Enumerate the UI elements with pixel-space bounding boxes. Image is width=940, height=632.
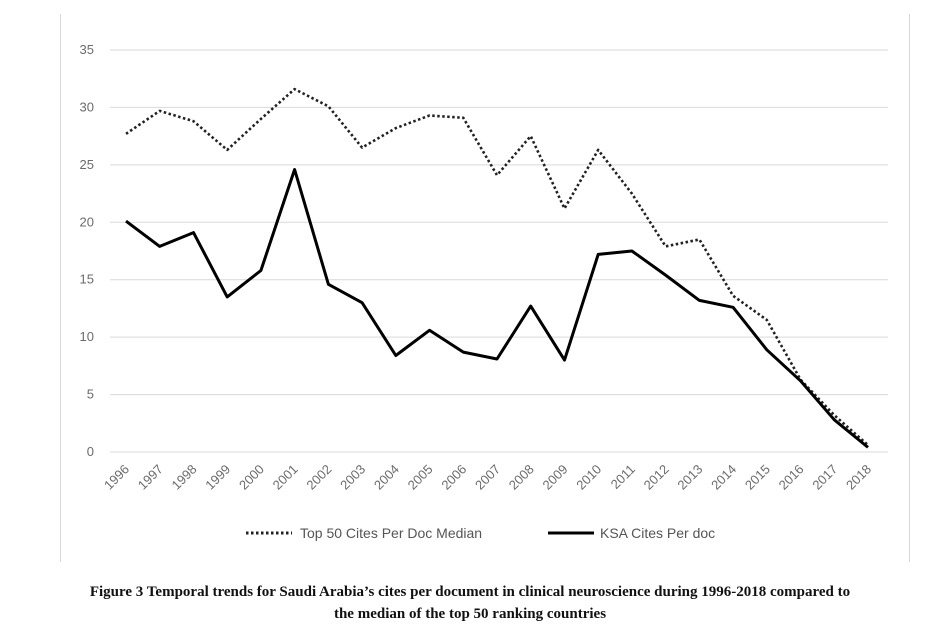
x-tick-label: 2005	[405, 462, 436, 493]
x-tick-label: 2003	[337, 462, 368, 493]
x-tick-label: 2008	[506, 462, 537, 493]
y-tick-label: 15	[80, 272, 94, 287]
x-tick-label: 2012	[641, 462, 672, 493]
y-tick-label: 5	[87, 387, 94, 402]
y-tick-label: 35	[80, 42, 94, 57]
x-tick-label: 2006	[438, 462, 469, 493]
x-tick-label: 2000	[236, 462, 267, 493]
x-tick-label: 2017	[809, 462, 840, 493]
chart-frame	[60, 14, 910, 562]
x-tick-label: 2018	[843, 462, 874, 493]
x-axis-ticks: 1996 1997 1998 1999 2000 2001 2002 2003 2004 2005…	[101, 462, 874, 493]
x-tick-label: 2010	[573, 462, 604, 493]
x-tick-label: 2002	[303, 462, 334, 493]
series-lines	[125, 87, 869, 449]
series-line-top50-median	[125, 87, 869, 447]
caption-line-2: the median of the top 50 ranking countri…	[333, 606, 607, 622]
legend: Top 50 Cites Per Doc Median KSA Cites Pe…	[246, 525, 715, 541]
x-tick-label: 2013	[674, 462, 705, 493]
legend-label-top50: Top 50 Cites Per Doc Median	[300, 525, 482, 541]
y-tick-label: 30	[80, 99, 94, 114]
x-tick-label: 1996	[101, 462, 132, 493]
x-tick-label: 1998	[169, 462, 200, 493]
gridlines	[110, 49, 888, 453]
x-tick-label: 2016	[776, 462, 807, 493]
series-line-ksa	[125, 168, 869, 449]
x-tick-label: 2007	[472, 462, 503, 493]
y-tick-label: 0	[87, 444, 94, 459]
x-tick-label: 1997	[135, 462, 166, 493]
caption-line-1: Figure 3 Temporal trends for Saudi Arabi…	[89, 584, 851, 600]
y-tick-label: 20	[80, 214, 94, 229]
x-tick-label: 2015	[742, 462, 773, 493]
x-tick-label: 2014	[708, 462, 739, 493]
legend-label-ksa: KSA Cites Per doc	[600, 525, 715, 541]
figure-caption: Figure 3 Temporal trends for Saudi Arabi…	[0, 581, 940, 625]
y-tick-label: 10	[80, 329, 94, 344]
y-axis-ticks: 0 5 10 15 20 25 30 35	[80, 42, 94, 459]
x-tick-label: 2009	[540, 462, 571, 493]
y-tick-label: 25	[80, 157, 94, 172]
x-tick-label: 2011	[608, 462, 638, 492]
x-tick-label: 2004	[371, 462, 402, 493]
x-tick-label: 1999	[202, 462, 233, 493]
x-tick-label: 2001	[270, 462, 301, 493]
